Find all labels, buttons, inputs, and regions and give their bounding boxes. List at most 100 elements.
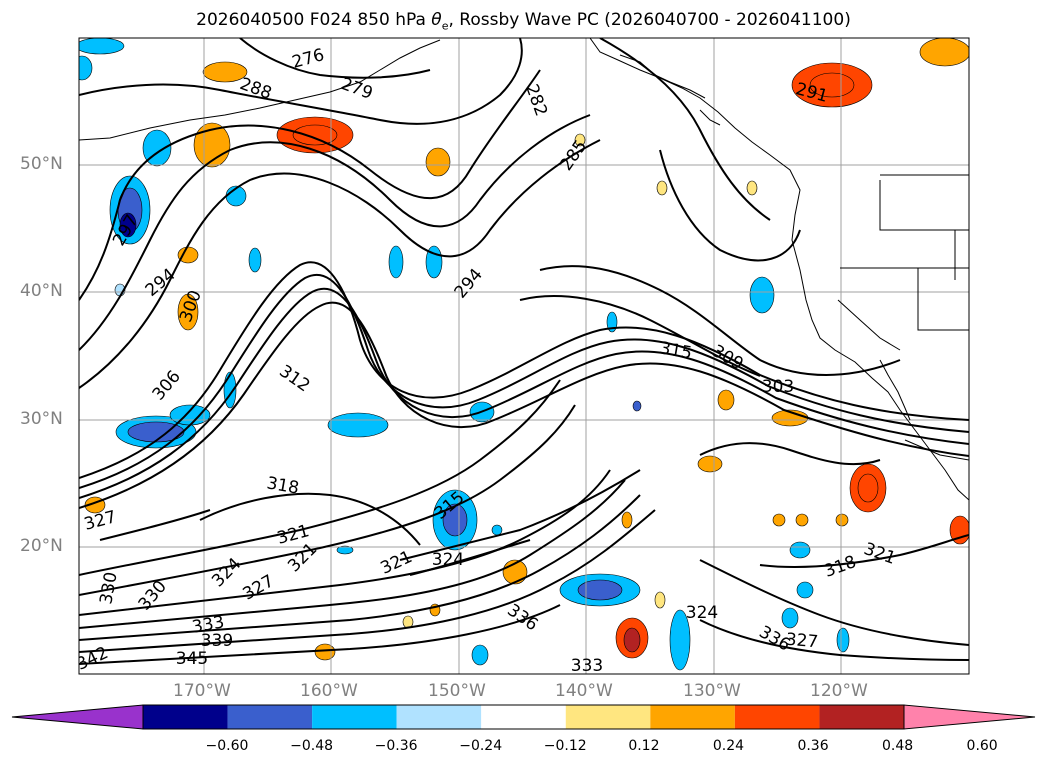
anomaly-patch [796, 581, 814, 599]
contour-line [79, 379, 561, 576]
lon-label: 150°W [428, 681, 486, 701]
anomaly-patch [746, 180, 758, 196]
anomaly-patch [809, 72, 855, 98]
colorbar-tick: −0.60 [205, 738, 249, 754]
colorbar-segment [396, 705, 482, 729]
colorbar-segment [819, 705, 904, 729]
contour-line [79, 114, 591, 351]
anomaly-patch [621, 511, 633, 529]
contour-line [79, 274, 969, 489]
contour-label-text: 324 [432, 550, 464, 570]
graticule [79, 38, 969, 674]
contour-label-text: 327 [785, 630, 819, 653]
theta-e-contours [79, 38, 969, 665]
contour-line [79, 469, 611, 616]
contour-line [79, 287, 969, 499]
contour-line [409, 539, 531, 576]
colorbar-extend-low [11, 704, 144, 730]
coastline-segment [589, 38, 969, 501]
anomaly-patch [314, 643, 336, 661]
coastline-segment [840, 174, 969, 331]
colorbar-segment [650, 705, 735, 729]
anomaly-patch [697, 455, 723, 473]
colorbar-segment [312, 705, 397, 729]
coastline [79, 38, 969, 501]
contour-line [699, 559, 969, 646]
anomaly-patch [119, 212, 137, 238]
colorbar-tick: 0.24 [712, 738, 745, 754]
contour-label: 303 [762, 377, 794, 397]
anomaly-patch [388, 245, 404, 279]
anomaly-patch [471, 644, 489, 666]
anomaly-patch [425, 147, 451, 177]
coastline-segment [904, 439, 969, 461]
anomaly-patch [632, 400, 642, 412]
anomaly-shading [79, 38, 969, 671]
contour-line [659, 149, 801, 262]
contour-line [79, 494, 641, 641]
anomaly-patch [491, 524, 503, 536]
anomaly-patch [654, 591, 666, 609]
contour-label: 324 [686, 603, 718, 623]
contour-label-text: 345 [176, 649, 208, 669]
colorbar-segment [227, 705, 313, 729]
coastline-segment [699, 109, 721, 126]
contour-line [79, 38, 523, 125]
contour-line [539, 265, 901, 376]
colorbar-segment [734, 705, 820, 729]
lon-label: 160°W [300, 681, 358, 701]
anomaly-patch [795, 513, 809, 527]
colorbar-tick: 0.60 [966, 738, 998, 754]
anomaly-patch [781, 607, 799, 629]
anomaly-patch [442, 503, 468, 537]
contour-label: 324 [432, 550, 464, 570]
contour-label: 345 [176, 649, 208, 669]
lat-label: 20°N [20, 536, 63, 556]
coastline-segment [879, 359, 911, 421]
anomaly-patch [623, 627, 641, 653]
contour-line [599, 38, 771, 221]
contour-line [79, 301, 969, 509]
anomaly-patch [292, 124, 338, 146]
anomaly-patch [789, 541, 811, 559]
contour-line [79, 139, 601, 389]
anomaly-patch [656, 180, 668, 196]
contour-line [79, 404, 576, 596]
contour-line [79, 509, 656, 653]
anomaly-patch [336, 545, 354, 555]
contour-line [79, 604, 561, 665]
colorbar-tick: 0.48 [882, 738, 914, 754]
lon-label: 140°W [555, 681, 613, 701]
colorbar-tick: −0.24 [459, 738, 503, 754]
colorbar [11, 704, 1036, 730]
map-frame [78, 37, 970, 675]
anomaly-patch [772, 513, 786, 527]
anomaly-patch [79, 55, 93, 81]
contour-line [759, 534, 969, 568]
contour-line [399, 469, 641, 561]
anomaly-patch [327, 412, 389, 438]
contour-label-text: 324 [686, 603, 718, 623]
contour-line [239, 38, 431, 79]
contour-label-text: 303 [762, 377, 794, 397]
colorbar-tick: 0.12 [628, 738, 660, 754]
colorbar-tick: −0.48 [290, 738, 334, 754]
lon-label: 120°W [810, 681, 868, 701]
contour-line [519, 295, 761, 377]
coastline-segment [837, 299, 901, 351]
anomaly-patch [248, 247, 262, 273]
anomaly-patch [177, 293, 199, 331]
colorbar-extend-high [903, 704, 1036, 730]
colorbar-segment [565, 705, 651, 729]
contour-label: 327 [785, 630, 819, 653]
contour-line [699, 619, 969, 661]
contour-label: 333 [571, 656, 603, 676]
anomaly-patch [836, 627, 850, 653]
contour-label: 339 [201, 631, 233, 651]
anomaly-patch [574, 133, 586, 147]
contour-line [199, 492, 421, 546]
anomaly-patch [857, 473, 879, 503]
colorbar-tick: 0.36 [797, 738, 829, 754]
contour-label-text: 333 [571, 656, 603, 676]
colorbar-segment [481, 705, 566, 729]
